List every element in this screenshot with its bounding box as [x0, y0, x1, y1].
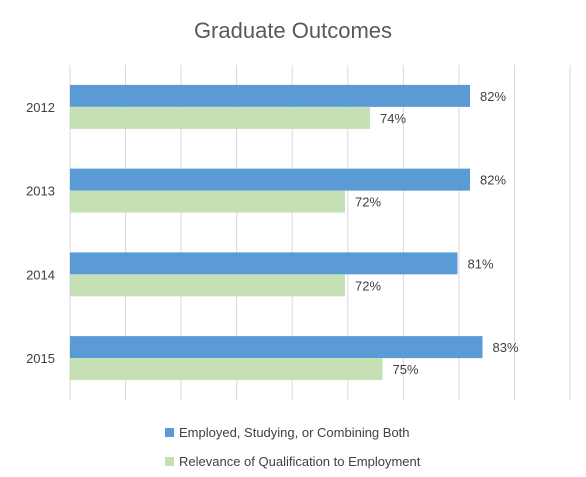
y-tick-label-2012: 2012 — [26, 100, 55, 115]
legend-swatch-employed — [165, 428, 174, 438]
bar-employed-2014 — [70, 252, 458, 275]
bar-employed-2013 — [70, 168, 470, 191]
data-label-employed-2014: 81% — [468, 256, 494, 271]
data-label-employed-2015: 83% — [493, 340, 519, 355]
bar-employed-2012 — [70, 84, 470, 107]
data-label-employed-2012: 82% — [480, 89, 506, 104]
bar-relevance-2012 — [70, 106, 370, 129]
y-tick-label-2014: 2014 — [26, 267, 55, 282]
data-label-relevance-2015: 75% — [393, 362, 419, 377]
legend-item-relevance: Relevance of Qualification to Employment — [165, 454, 420, 469]
data-label-employed-2013: 82% — [480, 173, 506, 188]
bar-relevance-2014 — [70, 274, 345, 297]
data-label-relevance-2013: 72% — [355, 195, 381, 210]
y-tick-label-2015: 2015 — [26, 351, 55, 366]
legend-label-relevance: Relevance of Qualification to Employment — [179, 454, 421, 469]
bar-relevance-2015 — [70, 358, 383, 381]
bar-relevance-2013 — [70, 190, 345, 213]
legend-swatch-relevance — [165, 457, 174, 467]
bar-employed-2015 — [70, 336, 483, 359]
chart-title: Graduate Outcomes — [193, 18, 393, 43]
legend-label-employed: Employed, Studying, or Combining Both — [179, 425, 410, 440]
data-label-relevance-2012: 74% — [380, 111, 406, 126]
data-label-relevance-2014: 72% — [355, 278, 381, 293]
y-tick-label-2013: 2013 — [26, 184, 55, 199]
legend-item-employed: Employed, Studying, or Combining Both — [165, 425, 410, 440]
